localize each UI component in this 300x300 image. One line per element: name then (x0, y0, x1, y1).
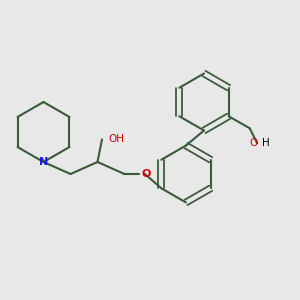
Text: O: O (249, 138, 257, 148)
Text: O: O (142, 169, 151, 179)
Text: H: H (262, 138, 269, 148)
Text: OH: OH (109, 134, 124, 145)
Text: N: N (39, 157, 48, 167)
